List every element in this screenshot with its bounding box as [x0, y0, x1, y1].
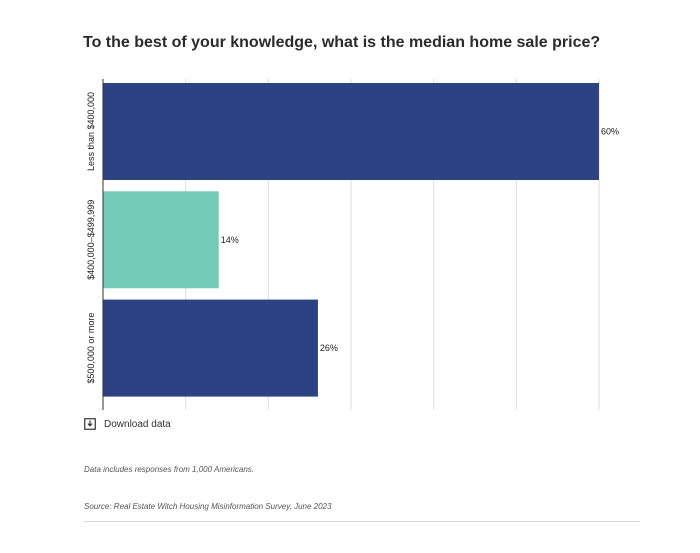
- category-label: $400,000–$499,999: [86, 200, 96, 280]
- value-label: 26%: [320, 343, 338, 353]
- footer-divider: [84, 521, 640, 522]
- category-label: $500,000 or more: [86, 313, 96, 384]
- value-label: 60%: [601, 127, 619, 137]
- bar: [103, 191, 219, 289]
- download-icon: [84, 418, 96, 430]
- source-line: Source: Real Estate Witch Housing Misinf…: [84, 502, 332, 511]
- download-data-label: Download data: [104, 418, 171, 430]
- bar: [103, 83, 599, 180]
- footnote: Data includes responses from 1,000 Ameri…: [84, 465, 255, 474]
- value-label: 14%: [221, 235, 239, 245]
- bars: [103, 83, 599, 397]
- chart-title: To the best of your knowledge, what is t…: [83, 34, 601, 51]
- category-labels: Less than $400,000 $400,000–$499,999 $500,…: [86, 92, 96, 384]
- category-label: Less than $400,000: [86, 92, 96, 171]
- download-data-button[interactable]: Download data: [84, 418, 171, 430]
- bar: [103, 299, 318, 397]
- value-labels: 60% 14% 26%: [221, 127, 619, 354]
